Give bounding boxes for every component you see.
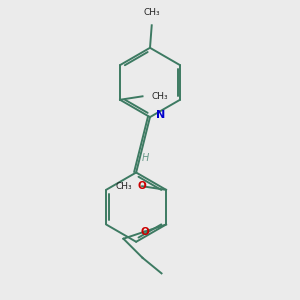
Text: O: O bbox=[140, 226, 149, 237]
Text: CH₃: CH₃ bbox=[143, 8, 160, 16]
Text: CH₃: CH₃ bbox=[151, 92, 168, 101]
Text: N: N bbox=[156, 110, 166, 120]
Text: CH₃: CH₃ bbox=[116, 182, 133, 191]
Text: O: O bbox=[138, 181, 146, 191]
Text: H: H bbox=[141, 153, 149, 163]
